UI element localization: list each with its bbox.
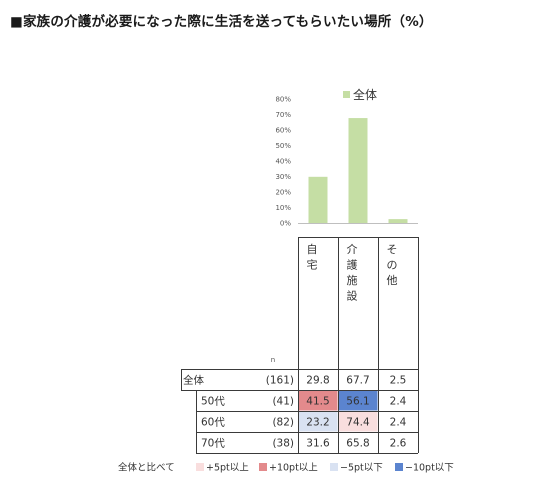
y-tick-label: 80%: [275, 96, 291, 104]
cell-value: 2.4: [390, 396, 407, 408]
legend-swatch: [343, 91, 350, 98]
highlight-cell: [298, 390, 338, 411]
cell-value: 67.7: [346, 375, 369, 387]
cell-value: 56.1: [346, 396, 369, 408]
y-tick-label: 70%: [275, 111, 291, 119]
bar-1: [308, 176, 328, 223]
row-label: 50代: [201, 396, 225, 408]
cell-value: 65.8: [346, 438, 369, 450]
column-header-char: 宅: [307, 258, 318, 272]
chart-title: ■家族の介護が必要になった際に生活を送ってもらいたい場所（%）: [10, 14, 433, 30]
n-header: n: [271, 356, 275, 364]
column-header-char: 自: [307, 243, 318, 256]
footnote-label-down10: −10pt以下: [405, 463, 454, 474]
row-n: (38): [272, 438, 294, 450]
footnote-swatch-up5: [196, 463, 204, 471]
row-label: 70代: [201, 438, 225, 450]
row-label: 全体: [183, 374, 204, 387]
column-header-char: 施: [347, 274, 358, 287]
footnote-swatch-down10: [395, 463, 403, 471]
y-tick-label: 0%: [280, 220, 291, 228]
row-n: (41): [272, 396, 294, 408]
row-n: (161): [266, 375, 294, 387]
y-tick-label: 30%: [275, 173, 291, 181]
column-header-char: 他: [387, 274, 398, 287]
cell-value: 2.5: [390, 375, 407, 387]
bar-3: [388, 219, 408, 223]
footnote-swatch-up10: [259, 463, 267, 471]
bar-2: [348, 118, 368, 223]
row-n: (82): [272, 417, 294, 429]
y-tick-label: 50%: [275, 142, 291, 150]
y-tick-label: 10%: [275, 204, 291, 212]
cell-value: 2.6: [390, 438, 407, 450]
column-header-char: 設: [347, 289, 358, 303]
row-label: 60代: [201, 417, 225, 429]
column-header-char: 介: [347, 243, 358, 256]
cell-value: 41.5: [306, 396, 329, 408]
footnote-prefix: 全体と比べて: [118, 462, 175, 474]
column-header-char: 護: [347, 258, 358, 272]
column-header-char: の: [387, 259, 398, 272]
y-tick-label: 60%: [275, 127, 291, 135]
footnote-label-up5: +5pt以上: [206, 463, 249, 474]
footnote-label-up10: +10pt以上: [269, 463, 318, 474]
cell-value: 31.6: [306, 438, 330, 450]
highlight-cell: [338, 411, 378, 432]
cell-value: 29.8: [306, 375, 329, 387]
highlight-cell: [338, 390, 378, 411]
cell-value: 23.2: [306, 417, 329, 429]
cell-value: 74.4: [346, 417, 370, 429]
footnote-swatch-down5: [330, 463, 338, 471]
footnote-label-down5: −5pt以下: [340, 463, 383, 474]
column-header-char: そ: [387, 243, 398, 256]
y-tick-label: 20%: [275, 189, 291, 197]
y-tick-label: 40%: [275, 158, 291, 166]
highlight-cell: [298, 411, 338, 432]
cell-value: 2.4: [390, 417, 407, 429]
legend-label: 全体: [353, 87, 377, 102]
